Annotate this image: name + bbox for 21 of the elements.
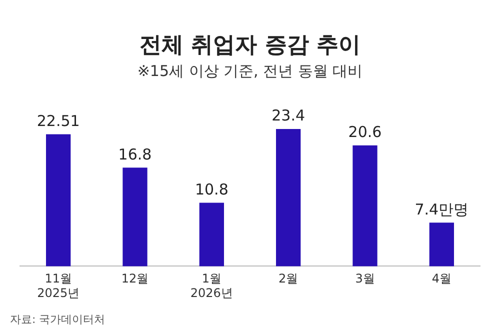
text: 자료: 국가데이터처	[10, 312, 106, 327]
x-tick-label: 3월	[355, 272, 375, 286]
x-tick-label: 1월 2026년	[190, 272, 233, 300]
bar	[352, 145, 378, 266]
data-label: 20.6	[348, 123, 382, 142]
data-label: 23.4	[272, 106, 306, 125]
x-tick-label: 4월	[432, 272, 452, 286]
data-label: 7.4만명	[414, 200, 469, 218]
x-tick-label: 11월 2025년	[37, 272, 80, 300]
bar	[429, 222, 454, 266]
data-label: 10.8	[194, 180, 228, 198]
data-label: 22.51	[36, 112, 80, 130]
x-tick-label: 2월	[278, 272, 298, 286]
bar	[46, 134, 71, 266]
chart-subtitle: ※15세 이상 기준, 전년 동월 대비	[136, 62, 364, 81]
x-tick-label: 12월	[121, 272, 149, 286]
chart-title: 전체 취업자 증감 추이	[138, 32, 362, 60]
bar	[276, 129, 301, 266]
bar	[122, 168, 148, 266]
bar	[199, 202, 224, 266]
data-label: 16.8	[118, 145, 152, 164]
